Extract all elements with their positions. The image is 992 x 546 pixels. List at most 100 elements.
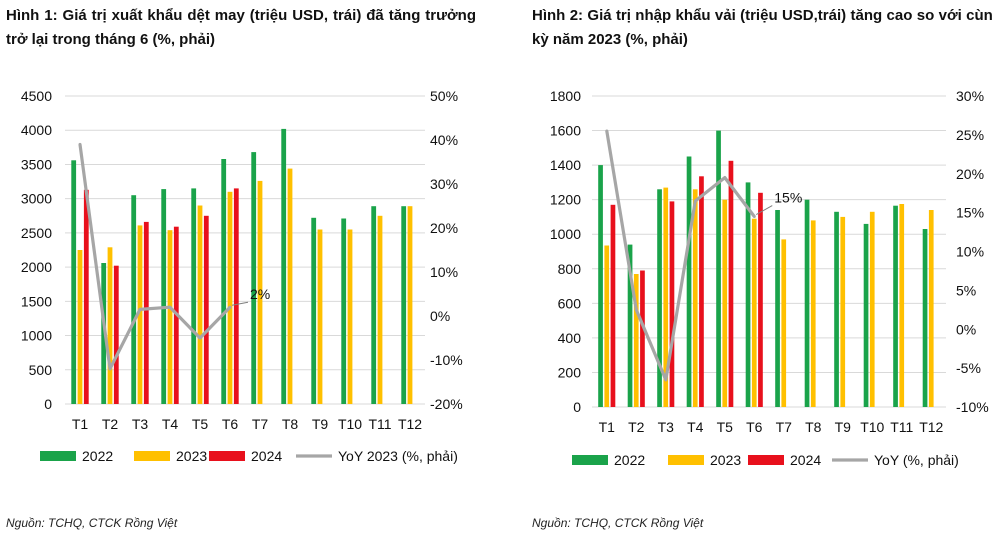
x-tick-label: T12: [919, 419, 943, 435]
x-tick-label: T8: [282, 416, 299, 432]
bar-2022-T8: [804, 199, 810, 407]
y-tick-label: 3500: [21, 156, 52, 172]
y-tick-label: 800: [558, 261, 582, 277]
bar-2023-T3: [663, 187, 669, 407]
yoy-line: [78, 144, 232, 371]
yoy-point-T3: [138, 307, 142, 311]
bar-2022-T7: [251, 152, 257, 404]
source-note: Nguồn: TCHQ, CTCK Rồng Việt: [532, 516, 704, 530]
yoy-point-T6: [228, 305, 232, 309]
y-tick-label: 1800: [550, 88, 581, 104]
bar-2023-T8: [810, 220, 816, 407]
x-tick-label: T9: [835, 419, 852, 435]
x-tick-label: T6: [746, 419, 763, 435]
yoy-point-T1: [605, 129, 609, 133]
y-tick-label: 1000: [21, 328, 52, 344]
bar-2023-T12: [407, 206, 413, 404]
bar-2023-T2: [107, 247, 113, 404]
bar-2024-T3: [669, 201, 675, 407]
legend-label: 2023: [176, 448, 207, 464]
bar-2024-T2: [113, 265, 119, 404]
y-tick-label: 0: [44, 396, 52, 412]
bar-2023-T7: [781, 239, 787, 407]
x-tick-label: T2: [102, 416, 119, 432]
bar-2022-T11: [893, 205, 898, 407]
legend-label: YoY (%, phải): [874, 452, 959, 468]
y2-tick-label: 0%: [430, 308, 450, 324]
bar-2024-T5: [728, 160, 734, 407]
yoy-point-T3: [664, 378, 668, 382]
y2-tick-label: 20%: [430, 220, 458, 236]
bar-2024-T3: [143, 221, 149, 404]
bar-2022-T2: [627, 244, 633, 407]
y-tick-label: 200: [558, 364, 582, 380]
yoy-point-T1: [78, 142, 82, 146]
source-note: Nguồn: TCHQ, CTCK Rồng Việt: [6, 516, 178, 530]
bar-2022-T9: [311, 217, 317, 404]
bar-2022-T12: [401, 206, 407, 404]
annotation-leader: [231, 301, 249, 306]
y2-tick-label: 15%: [956, 205, 984, 221]
bar-2023-T7: [257, 180, 263, 404]
y2-tick-label: 25%: [956, 127, 984, 143]
x-tick-label: T3: [132, 416, 149, 432]
y-tick-label: 1600: [550, 123, 581, 139]
y2-tick-label: -10%: [956, 399, 989, 415]
yoy-point-T6: [752, 215, 756, 218]
bar-2023-T10: [869, 211, 875, 407]
textile-export-chart: 0 500 1000 1500 2000 2500 3000 3500 4000 4500 -20%…: [21, 88, 463, 464]
bar-2022-T10: [341, 218, 347, 404]
bar-2023-T1: [604, 245, 610, 407]
y-tick-label: 3000: [21, 191, 52, 207]
chart-panel-fabric-import: Hình 2: Giá trị nhập khẩu vải (triệu USD…: [526, 0, 992, 546]
legend-swatch-2023: [668, 455, 704, 465]
legend-swatch-2023: [134, 451, 170, 461]
x-tick-label: T10: [860, 419, 884, 435]
y-tick-label: 4000: [21, 122, 52, 138]
y-tick-label: 2500: [21, 225, 52, 241]
y-tick-label: 500: [29, 362, 53, 378]
bar-2024-T6: [233, 188, 239, 404]
x-tick-label: T5: [192, 416, 209, 432]
annotation-leader: [756, 205, 773, 215]
y-tick-label: 1200: [550, 192, 581, 208]
x-tick-label: T5: [717, 419, 734, 435]
legend-swatch-2022: [40, 451, 76, 461]
y2-tick-label: -5%: [956, 360, 981, 376]
legend-label: 2022: [82, 448, 113, 464]
bar-2024-T2: [640, 270, 645, 407]
x-tick-label: T7: [776, 419, 793, 435]
y-tick-label: 400: [558, 330, 582, 346]
legend-label: 2024: [251, 448, 282, 464]
bar-2023-T5: [722, 199, 728, 407]
bar-2022-T5: [716, 130, 721, 407]
bar-2022-T6: [745, 182, 751, 407]
y-tick-label: 600: [558, 295, 582, 311]
legend-swatch-2022: [572, 455, 608, 465]
yoy-line: [605, 130, 756, 382]
legend-label: YoY 2023 (%, phải): [338, 448, 458, 464]
bar-2023-T8: [287, 168, 293, 404]
y2-tick-label: 10%: [430, 264, 458, 280]
x-tick-label: T8: [805, 419, 822, 435]
y2-tick-label: 30%: [956, 88, 984, 104]
bar-2022-T8: [281, 128, 287, 404]
x-tick-label: T4: [687, 419, 704, 435]
bar-2022-T4: [161, 189, 167, 404]
legend-label: 2024: [790, 452, 821, 468]
bar-2022-T3: [131, 195, 137, 404]
bar-2022-T12: [922, 229, 928, 407]
x-tick-label: T12: [398, 416, 422, 432]
x-tick-label: T4: [162, 416, 179, 432]
bar-2023-T11: [377, 215, 383, 404]
bar-2024-T4: [699, 176, 704, 407]
x-tick-label: T6: [222, 416, 239, 432]
bar-2023-T6: [227, 191, 233, 404]
x-tick-label: T2: [628, 419, 645, 435]
y-tick-label: 2000: [21, 259, 52, 275]
x-tick-label: T3: [658, 419, 675, 435]
y2-tick-label: 50%: [430, 88, 458, 104]
y2-tick-label: 30%: [430, 176, 458, 192]
bar-2023-T10: [347, 229, 353, 404]
y2-tick-label: 10%: [956, 244, 984, 260]
